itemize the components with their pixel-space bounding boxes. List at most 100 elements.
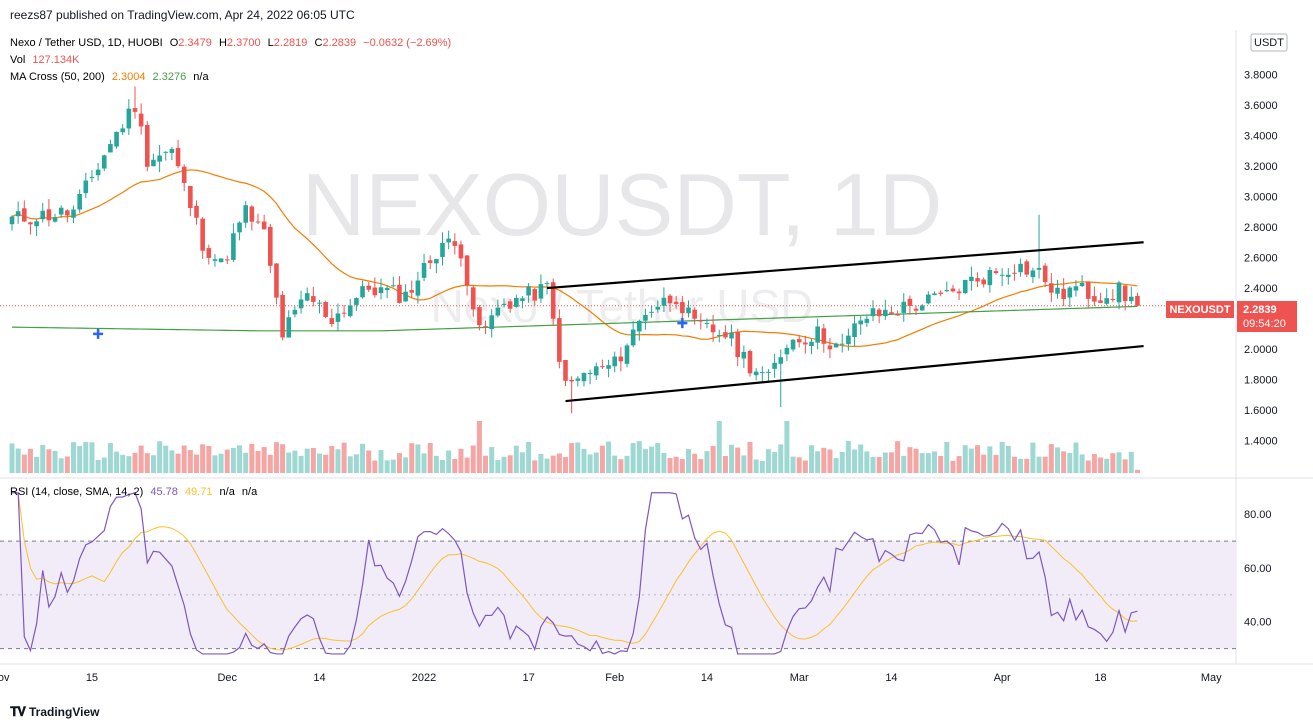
volume-bar [944, 441, 950, 473]
volume-bar [71, 442, 76, 473]
candle-body [108, 144, 113, 153]
volume-bar [833, 458, 839, 473]
candle-body [630, 329, 636, 346]
candle-body [796, 339, 802, 343]
volume-bar [925, 453, 931, 473]
volume-bar [839, 451, 845, 473]
volume-bar [427, 442, 433, 473]
legend-ma200: 2.3276 [153, 71, 187, 83]
volume-bar [624, 455, 630, 473]
volume-bar [587, 454, 593, 473]
legend-rsi-ma: 49.71 [185, 486, 213, 498]
candle-body [218, 258, 224, 263]
candle-body [470, 287, 476, 310]
candle-body [212, 259, 218, 261]
volume-bar [58, 458, 64, 473]
symbol-label: NEXOUSDT [1169, 304, 1230, 316]
volume-bar [710, 445, 716, 473]
candle-body [803, 342, 808, 345]
volume-bar [556, 453, 562, 473]
volume-bar [532, 460, 538, 473]
volume-bar [999, 441, 1005, 473]
candle-body [618, 356, 624, 362]
volume-bar [464, 457, 470, 473]
trendline [565, 344, 1144, 403]
volume-bar [642, 449, 648, 473]
candle-body [298, 299, 304, 309]
candle-body [71, 209, 76, 218]
candle-body [593, 366, 599, 376]
legend-l-label: L [268, 37, 274, 49]
candle-body [926, 294, 931, 304]
volume-bar [458, 448, 464, 473]
legend-rsi-na1: n/a [220, 486, 236, 498]
volume-bar [237, 445, 243, 473]
volume-bar [864, 451, 870, 473]
candle-body [458, 244, 464, 259]
volume-bar [563, 457, 568, 473]
time-axis[interactable]: Nov 15 Dec 14 2022 17 Feb 14 Mar 14 Apr 18 May [0, 672, 1222, 684]
volume-bar [513, 445, 519, 473]
candle-body [335, 313, 341, 322]
candle-body [311, 296, 316, 302]
candle-body [489, 315, 494, 330]
legend-rsi-na2: n/a [242, 486, 258, 498]
volume-bar [255, 450, 261, 473]
ma50-line [11, 169, 1138, 348]
candle-body [692, 309, 697, 319]
time-tick: Apr [994, 672, 1011, 684]
volume-bar [1030, 442, 1036, 473]
volume-bar [452, 459, 458, 473]
candle-body [895, 314, 900, 316]
candle-body [846, 335, 851, 345]
candle-body [790, 339, 796, 350]
volume-bar [101, 457, 107, 473]
candle-body [46, 209, 52, 221]
volume-bar [181, 445, 187, 473]
candle-body [962, 279, 968, 294]
chart-canvas[interactable]: NEXOUSDT, 1D Nexo / Tether USD 3.80003.6… [0, 30, 1313, 704]
volume-bar [200, 444, 206, 473]
candle-body [784, 347, 790, 355]
candle-body [9, 216, 15, 225]
candle-body [815, 326, 820, 343]
legend-close: 2.2839 [322, 37, 356, 49]
currency-box[interactable] [1250, 33, 1288, 52]
price-axis[interactable]: 3.8000 3.6000 3.4000 3.2000 3.0000 2.8000 2.60… [1244, 69, 1278, 447]
trendlines[interactable] [546, 241, 1144, 403]
volume-bar [649, 446, 655, 473]
candle-body [52, 217, 58, 222]
rsi-axis[interactable]: 80.00 60.00 40.00 [1244, 509, 1272, 628]
ma-cross-markers [93, 318, 688, 339]
rsi-lines [12, 492, 1138, 655]
volume-bar [704, 451, 710, 473]
legend-ma-na: n/a [193, 71, 209, 83]
volume-bar [1104, 458, 1110, 473]
candle-body [587, 372, 593, 374]
candle-body [243, 205, 248, 223]
price-tick: 1.4000 [1244, 436, 1278, 448]
candle-body [261, 221, 267, 230]
volume-bar [360, 443, 366, 473]
publish-header: reezs87 published on TradingView.com, Ap… [0, 0, 1313, 30]
candle-body [950, 288, 956, 292]
volume-bar [403, 457, 409, 473]
volume-bar [163, 445, 169, 473]
ma-cross-marker [677, 318, 688, 329]
volume-bar [1079, 454, 1085, 473]
footer-brand[interactable]: 𝐓𝐕 TradingView [10, 704, 99, 720]
volume-bar [759, 460, 765, 473]
time-tick: 14 [885, 672, 897, 684]
candle-body [255, 221, 261, 223]
candle-body [643, 314, 648, 321]
candle-body [286, 317, 292, 338]
candle-body [372, 287, 378, 296]
candle-body [1018, 263, 1023, 273]
candle-body [772, 362, 777, 369]
candle-body [956, 291, 962, 294]
candle-body [581, 373, 587, 382]
candle-body [341, 312, 347, 314]
candle-body [101, 155, 107, 169]
volume-bar [224, 449, 230, 473]
volume-bar [888, 452, 894, 473]
